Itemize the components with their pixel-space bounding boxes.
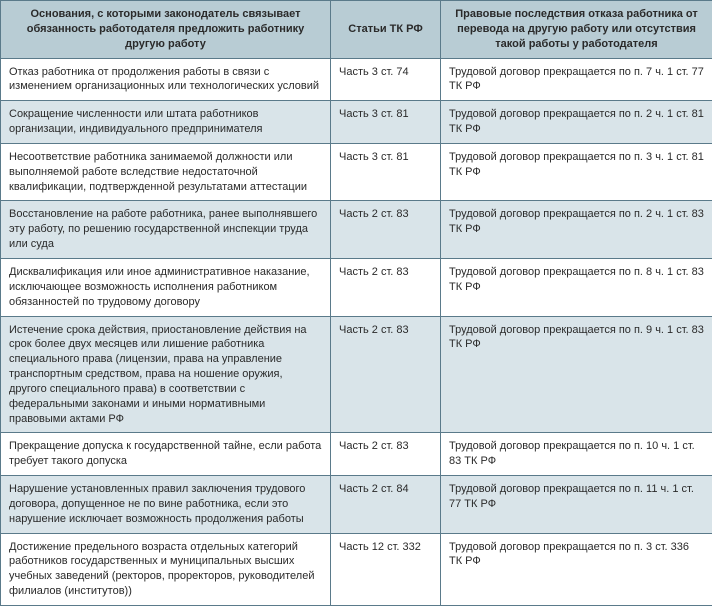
cell-consequence: Трудовой договор прекращается по п. 3 ст… (441, 533, 712, 605)
cell-consequence: Трудовой договор прекращается по п. 10 ч… (441, 433, 712, 476)
cell-article: Часть 2 ст. 83 (331, 201, 441, 259)
table-row: Сокращение численности или штата работни… (1, 101, 712, 144)
table-header: Основания, с которыми законодатель связы… (1, 1, 712, 59)
cell-basis: Несоответствие работника занимаемой долж… (1, 143, 331, 201)
table-row: Достижение предельного возраста отдельны… (1, 533, 712, 605)
header-consequence: Правовые последствия отказа работника от… (441, 1, 712, 59)
table-row: Восстановление на работе работника, ране… (1, 201, 712, 259)
table-body: Отказ работника от продолжения работы в … (1, 58, 712, 605)
table-row: Дисквалификация или иное административно… (1, 258, 712, 316)
cell-article: Часть 2 ст. 84 (331, 476, 441, 534)
header-basis: Основания, с которыми законодатель связы… (1, 1, 331, 59)
cell-article: Часть 3 ст. 81 (331, 143, 441, 201)
cell-article: Часть 2 ст. 83 (331, 316, 441, 433)
cell-basis: Достижение предельного возраста отдельны… (1, 533, 331, 605)
cell-basis: Нарушение установленных правил заключени… (1, 476, 331, 534)
table-row: Несоответствие работника занимаемой долж… (1, 143, 712, 201)
cell-article: Часть 3 ст. 81 (331, 101, 441, 144)
cell-consequence: Трудовой договор прекращается по п. 11 ч… (441, 476, 712, 534)
legal-table-container: Основания, с которыми законодатель связы… (0, 0, 712, 606)
cell-basis: Дисквалификация или иное административно… (1, 258, 331, 316)
cell-consequence: Трудовой договор прекращается по п. 9 ч.… (441, 316, 712, 433)
cell-article: Часть 12 ст. 332 (331, 533, 441, 605)
cell-basis: Восстановление на работе работника, ране… (1, 201, 331, 259)
cell-consequence: Трудовой договор прекращается по п. 2 ч.… (441, 101, 712, 144)
cell-consequence: Трудовой договор прекращается по п. 8 ч.… (441, 258, 712, 316)
table-row: Прекращение допуска к государственной та… (1, 433, 712, 476)
cell-article: Часть 3 ст. 74 (331, 58, 441, 101)
cell-article: Часть 2 ст. 83 (331, 258, 441, 316)
table-row: Истечение срока действия, приостановлени… (1, 316, 712, 433)
cell-consequence: Трудовой договор прекращается по п. 2 ч.… (441, 201, 712, 259)
cell-basis: Отказ работника от продолжения работы в … (1, 58, 331, 101)
legal-table: Основания, с которыми законодатель связы… (0, 0, 712, 606)
cell-basis: Сокращение численности или штата работни… (1, 101, 331, 144)
cell-basis: Прекращение допуска к государственной та… (1, 433, 331, 476)
cell-basis: Истечение срока действия, приостановлени… (1, 316, 331, 433)
cell-consequence: Трудовой договор прекращается по п. 7 ч.… (441, 58, 712, 101)
table-row: Нарушение установленных правил заключени… (1, 476, 712, 534)
table-row: Отказ работника от продолжения работы в … (1, 58, 712, 101)
cell-article: Часть 2 ст. 83 (331, 433, 441, 476)
cell-consequence: Трудовой договор прекращается по п. 3 ч.… (441, 143, 712, 201)
header-article: Статьи ТК РФ (331, 1, 441, 59)
